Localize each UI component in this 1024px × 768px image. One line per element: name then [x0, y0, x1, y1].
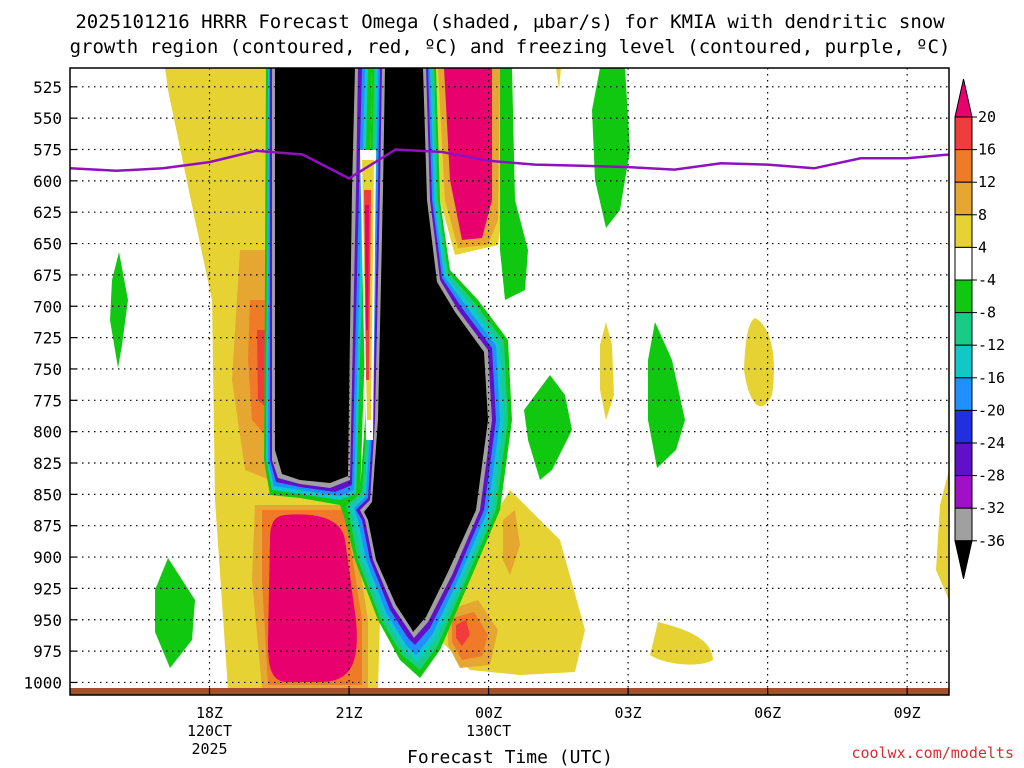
y-tick-label: 625	[33, 203, 62, 222]
colorbar-tick-label: 12	[978, 173, 996, 191]
y-tick-label: 675	[33, 266, 62, 285]
colorbar-segment	[954, 344, 973, 379]
y-tick-label: 525	[33, 78, 62, 97]
shade-positive-cell-b	[744, 318, 775, 407]
y-tick-label: 700	[33, 297, 62, 316]
colorbar-segment	[954, 312, 973, 346]
colorbar-tick-label: -20	[978, 401, 1005, 419]
shade-negative-green-3	[110, 252, 128, 368]
colorbar-tick-label: 16	[978, 141, 996, 159]
y-tick-label: 925	[33, 579, 62, 598]
y-tick-label: 900	[33, 548, 62, 567]
y-axis: 525 550 575 600 625 650 675 700 725 750 775 800 825 8…	[23, 78, 77, 692]
shade-positive-upper-magenta	[444, 68, 492, 240]
shade-negative-col2-black	[364, 68, 488, 632]
shade-negative-green-2	[592, 68, 630, 228]
colorbar-segment	[954, 507, 973, 542]
y-tick-label: 650	[33, 235, 62, 254]
x-tick-year: 2025	[191, 740, 227, 758]
y-tick-label: 750	[33, 360, 62, 379]
y-tick-label: 975	[33, 642, 62, 661]
colorbar-tick-label: -32	[978, 499, 1005, 517]
grid	[70, 68, 949, 695]
shade-positive-lower-right-red	[456, 620, 470, 646]
colorbar-segment	[954, 78, 973, 118]
colorbar-segment	[954, 116, 973, 151]
colorbar-segment	[954, 246, 973, 281]
credit-text: coolwx.com/modelts	[851, 744, 1014, 762]
y-tick-label: 875	[33, 517, 62, 536]
colorbar-tick-label: -24	[978, 434, 1005, 452]
colorbar-tick-label: -36	[978, 532, 1005, 550]
y-tick-label: 825	[33, 454, 62, 473]
colorbar-segment	[954, 279, 973, 314]
ground-surface	[70, 688, 949, 695]
x-tick-date: 130CT	[466, 722, 511, 740]
shade-negative-green-5	[524, 375, 572, 480]
x-tick-label: 03Z	[615, 704, 642, 722]
y-tick-label: 1000	[23, 673, 62, 692]
colorbar-tick-label: -16	[978, 369, 1005, 387]
shade-positive-lower-magenta	[268, 514, 357, 682]
x-tick-label: 06Z	[754, 704, 781, 722]
plot-frame	[69, 67, 950, 696]
chart-title-line1: 2025101216 HRRR Forecast Omega (shaded, …	[75, 11, 945, 33]
shade-positive-cell-c	[650, 622, 713, 665]
x-tick-label: 18Z	[196, 704, 223, 722]
colorbar: 20 16 12 8 4 -4 -8 -12 -16 -20 -24 -28 -32 -36	[954, 78, 1005, 579]
y-tick-label: 550	[33, 109, 62, 128]
colorbar-tick-label: 4	[978, 238, 987, 256]
colorbar-segment	[954, 409, 973, 444]
y-tick-label: 950	[33, 611, 62, 630]
colorbar-segment	[954, 181, 973, 216]
y-tick-label: 575	[33, 141, 62, 160]
colorbar-tick-label: 20	[978, 108, 996, 126]
x-tick-label: 00Z	[475, 704, 502, 722]
shade-positive-cell-a	[600, 322, 614, 420]
colorbar-segment	[954, 377, 973, 411]
y-tick-label: 850	[33, 485, 62, 504]
colorbar-segment	[954, 149, 973, 183]
y-tick-label: 775	[33, 391, 62, 410]
y-tick-label: 800	[33, 423, 62, 442]
x-tick-label: 21Z	[336, 704, 363, 722]
shade-negative-green-1	[500, 68, 528, 300]
colorbar-tick-label: -4	[978, 271, 996, 289]
colorbar-segment	[954, 540, 973, 579]
colorbar-tick-label: 8	[978, 206, 987, 224]
colorbar-segment	[954, 214, 973, 248]
colorbar-tick-label: -28	[978, 467, 1005, 485]
y-tick-label: 725	[33, 329, 62, 348]
colorbar-segment	[954, 475, 973, 509]
colorbar-tick-label: -8	[978, 304, 996, 322]
colorbar-segment	[954, 442, 973, 477]
shade-positive-mid-small	[503, 510, 520, 575]
y-tick-label: 600	[33, 172, 62, 191]
freezing-level-line	[70, 148, 949, 180]
chart-title-line2: growth region (contoured, red, ºC) and f…	[70, 36, 951, 58]
shade-positive-spike	[556, 68, 561, 90]
x-axis-label: Forecast Time (UTC)	[407, 747, 613, 768]
shade-filament-magenta	[365, 205, 369, 330]
colorbar-tick-label: -12	[978, 336, 1005, 354]
x-tick-date: 120CT	[187, 722, 232, 740]
shade-positive-cell-d	[936, 470, 949, 600]
shade-negative-green-6	[155, 558, 195, 668]
x-tick-label: 09Z	[894, 704, 921, 722]
shade-negative-green-4	[648, 322, 685, 468]
